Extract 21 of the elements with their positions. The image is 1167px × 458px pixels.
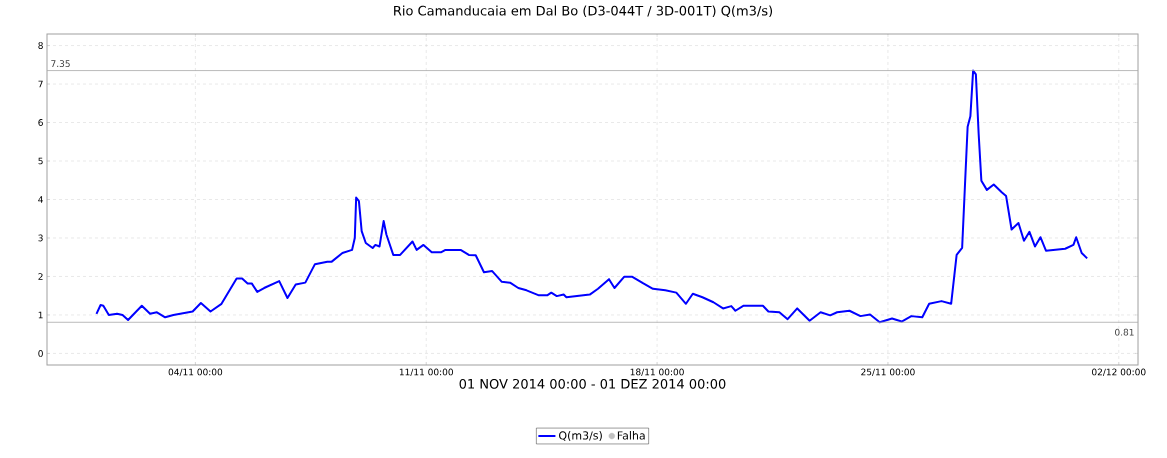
- y-tick-label: 7: [38, 80, 43, 88]
- x-axis-title: 01 NOV 2014 00:00 - 01 DEZ 2014 00:00: [459, 378, 726, 389]
- legend-label: Q(m3/s): [559, 431, 602, 441]
- y-tick-label: 8: [38, 42, 43, 49]
- x-tick-label: 04/11 00:00: [168, 368, 223, 377]
- y-tick-label: 0: [38, 350, 43, 357]
- y-tick-label: 3: [38, 234, 43, 242]
- y-tick-label: 2: [38, 273, 43, 280]
- x-tick-label: 02/12 00:00: [1092, 368, 1146, 377]
- legend-label: Falha: [617, 431, 645, 440]
- y-tick-label: 4: [38, 196, 43, 203]
- ref-line-label: 7.35: [51, 60, 70, 68]
- x-tick-label: 25/11 00:00: [861, 368, 915, 377]
- x-tick-label: 18/11 00:00: [630, 368, 684, 377]
- y-tick-label: 5: [38, 157, 43, 165]
- y-tick-label: 6: [38, 119, 43, 126]
- chart-title: Rio Camanducaia em Dal Bo (D3-044T / 3D-001T) Q(m3/s): [394, 5, 773, 18]
- x-tick-label: 11/11 00:00: [399, 368, 453, 377]
- line-series: [95, 69, 1089, 324]
- y-tick-label: 1: [38, 311, 43, 319]
- ref-line-label: 0.81: [1115, 328, 1134, 336]
